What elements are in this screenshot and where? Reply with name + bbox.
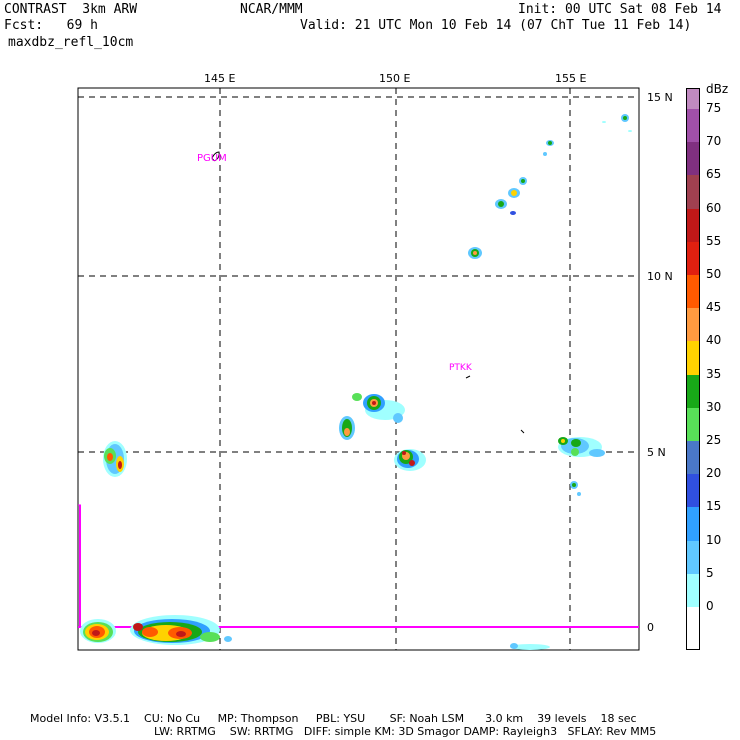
storm-cell <box>176 631 186 637</box>
storm-cell <box>510 643 518 649</box>
model-info-line1: Model Info: V3.5.1 CU: No Cu MP: Thompso… <box>30 712 637 725</box>
storm-cell <box>589 449 605 457</box>
lon-label-150: 150 E <box>379 72 410 85</box>
storm-cell <box>572 483 576 487</box>
colorbar-level-label: 10 <box>706 532 722 547</box>
storm-cell <box>571 448 579 456</box>
field-name: maxdbz_refl_10cm <box>8 35 134 50</box>
storm-cell <box>92 630 100 636</box>
storm-cell <box>200 632 220 642</box>
colorbar-swatch <box>687 175 699 210</box>
colorbar-level-label: 25 <box>706 433 722 447</box>
colorbar-swatch <box>687 374 699 409</box>
station-label-pgum: PGUM <box>197 153 227 164</box>
colorbar <box>686 88 700 650</box>
lon-label-145: 145 E <box>204 72 235 85</box>
colorbar-level-label: 70 <box>706 134 722 149</box>
colorbar-level-label: 60 <box>706 200 722 215</box>
colorbar-swatch <box>687 441 699 476</box>
storm-cell <box>224 636 232 642</box>
colorbar-level-label: 75 <box>706 101 722 115</box>
colorbar-swatch <box>687 275 699 310</box>
storm-cell <box>107 453 113 461</box>
colorbar-level-label: 15 <box>706 499 722 514</box>
storm-cell <box>543 152 547 156</box>
map-frame <box>77 87 640 651</box>
colorbar-swatch <box>687 540 699 575</box>
forecast-hour: Fcst: 69 h <box>4 18 98 33</box>
storm-cell <box>473 251 477 255</box>
storm-cell <box>344 428 350 436</box>
colorbar-level-label: 40 <box>706 333 722 348</box>
colorbar-swatch <box>687 109 699 144</box>
colorbar-level-label: 55 <box>706 233 722 248</box>
model-title: CONTRAST 3km ARW <box>4 2 138 17</box>
storm-cell <box>372 401 376 405</box>
colorbar-level-label: 35 <box>706 366 722 381</box>
lon-label-155: 155 E <box>555 72 586 85</box>
lat-label-15n: 15 N <box>647 91 673 104</box>
storm-cell <box>393 413 403 423</box>
colorbar-swatch <box>687 474 699 509</box>
storm-cell <box>548 141 552 145</box>
init-time: Init: 00 UTC Sat 08 Feb 14 <box>518 2 722 17</box>
colorbar-swatch <box>687 89 699 110</box>
storm-cell <box>402 451 406 455</box>
colorbar-swatch <box>687 507 699 542</box>
lat-label-0: 0 <box>647 621 654 634</box>
colorbar-level-label: 5 <box>706 565 714 580</box>
storm-cell <box>577 492 581 496</box>
station-label-ptkk: PTKK <box>449 363 473 373</box>
colorbar-swatch <box>687 142 699 177</box>
colorbar-level-label: 0 <box>706 599 714 613</box>
colorbar-swatch <box>687 407 699 442</box>
storm-cell <box>628 130 632 132</box>
chuuk-coastline <box>465 375 471 379</box>
island-coastline <box>520 429 525 434</box>
colorbar-unit: dBz <box>706 82 729 96</box>
model-info-line2: LW: RRTMG SW: RRTMG DIFF: simple KM: 3D … <box>154 725 657 738</box>
lat-label-5n: 5 N <box>647 446 666 459</box>
storm-cell <box>511 190 517 196</box>
colorbar-swatch <box>687 308 699 343</box>
center-name: NCAR/MMM <box>240 2 303 17</box>
storm-cell <box>118 461 122 469</box>
colorbar-level-label: 45 <box>706 300 722 315</box>
colorbar-level-label: 30 <box>706 399 722 414</box>
storm-cells <box>80 114 632 650</box>
storm-cell <box>352 393 362 401</box>
storm-cell <box>142 627 158 637</box>
storm-cell <box>133 623 143 631</box>
lat-label-10n: 10 N <box>647 270 673 283</box>
colorbar-swatch <box>687 208 699 243</box>
guam-coastline <box>211 151 220 162</box>
storm-cell <box>498 201 504 207</box>
colorbar-swatch <box>687 607 699 649</box>
storm-cell <box>510 644 550 650</box>
colorbar-swatch <box>687 573 699 608</box>
colorbar-level-label: 65 <box>706 167 722 182</box>
colorbar-swatch <box>687 341 699 376</box>
valid-time: Valid: 21 UTC Mon 10 Feb 14 (07 ChT Tue … <box>300 18 692 33</box>
storm-cell <box>409 460 415 466</box>
storm-cell <box>510 211 516 215</box>
colorbar-level-label: 50 <box>706 267 722 281</box>
colorbar-swatch <box>687 241 699 276</box>
colorbar-level-label: 20 <box>706 466 722 481</box>
storm-cell <box>571 439 581 447</box>
storm-cell <box>521 179 525 183</box>
storm-cell <box>623 116 627 120</box>
storm-cell <box>602 121 606 123</box>
storm-cell <box>561 439 565 443</box>
